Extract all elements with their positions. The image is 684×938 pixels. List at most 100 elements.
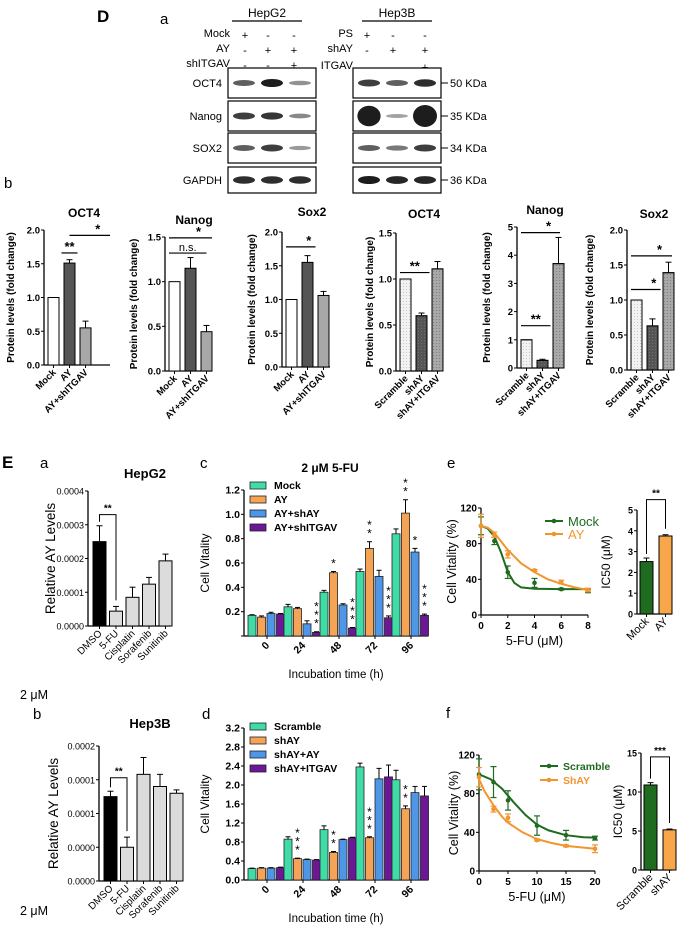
bar-ay-shitgav [79,327,92,366]
charts: OCT4 0.0 0.5 1.0 1.5 2.0 Protein levels (fold … [6,203,677,925]
y-tick-label: 1.0 [148,277,161,288]
y-tick-label: 0.0001 [56,588,84,598]
blot-protein-label: Nanog [190,111,222,123]
bar-pattern [431,268,444,372]
chart-title: Hep3B [129,716,170,731]
blot-band [233,112,255,120]
data-point [592,846,598,852]
y-axis-label: Protein levels (fold change) [365,237,376,368]
fit-curve-ay [480,524,589,591]
blot-band [289,145,311,151]
legend-swatch [249,722,267,731]
hep3b-condition-label: PS [338,28,353,40]
blot-band [414,144,436,152]
significance-star: * [367,813,372,827]
y-tick-label: 2.0 [265,228,278,239]
bar-ay-shitgav [200,331,213,372]
data-point [492,532,497,538]
hep3b-condition-sign: + [390,45,396,57]
bar-ay [401,512,410,637]
blot-band [261,112,283,120]
data-point [563,832,569,838]
data-point [505,569,511,575]
legend-swatch [249,750,267,759]
y-axis-label: Cell Vitality [198,533,212,592]
chart-E-a: HepG2 0.0000 0.0001 0.0002 0.0003 0.0004 Relat… [43,466,173,666]
significance-star: * [403,485,408,499]
fit-curve-mock [480,524,588,591]
subpanel-label-Db: b [4,175,12,192]
bar-ay-shay [410,551,420,637]
bar-scramble [643,784,658,871]
y-tick-label: 0.5 [148,322,162,333]
bar-ay-shay [374,575,384,637]
significance-star: * [295,835,300,849]
hepg2-title: HepG2 [248,6,286,20]
y-tick-label: 1.6 [225,799,240,811]
significance-star: * [331,828,336,842]
y-tick-label: 0.0 [379,367,392,378]
subpanel-label-Ed: d [202,706,210,723]
legend-marker [551,531,557,537]
significance-star: * [295,843,300,857]
y-axis-label: Protein levels (fold change) [247,234,258,365]
significance-label: *** [654,746,666,757]
y-tick-label: 1.0 [27,293,40,304]
hepg2-condition-sign: + [291,45,297,57]
hepg2-condition-sign: - [292,30,296,42]
significance-label: ** [115,767,123,778]
bar-ay [184,267,197,372]
chart-E-d: 0.0 0.4 0.8 1.2 1.6 2.0 2.4 2.8 3.2 Cell Vitality… [198,721,429,925]
y-tick-label: 15 [627,749,637,759]
bar-scramble [355,766,365,881]
bar-shay-itgav [276,867,285,881]
y-tick-label: 0.8 [225,533,240,545]
bar-shay-ay [410,792,420,881]
y-tick-label: 40 [466,575,478,586]
significance-label: * [196,224,202,239]
dose-label-b: 2 μM [20,904,48,918]
bar-shay-itgav [348,837,357,881]
y-tick-label: 0 [471,611,477,622]
data-point [478,523,484,529]
bar-mock [355,571,365,637]
size-marker-label: 50 KDa [450,78,488,90]
hep3b-condition-sign: - [365,45,369,57]
blot-band [261,79,283,87]
bar-pattern [646,325,659,371]
dose-label-a: 2 μM [20,688,48,702]
significance-label: * [306,233,312,248]
bar-shay-itgav [420,795,429,881]
significance-star: * [367,822,372,836]
y-tick-label: 2 [508,307,513,318]
chart-title: HepG2 [124,466,166,481]
bar-dmso [92,541,107,627]
y-tick-label: 2.4 [225,761,240,773]
significance-label: ** [64,239,75,254]
y-tick-label: 1.5 [265,261,279,272]
hepg2-condition-sign: + [265,45,271,57]
y-tick-label: 0 [632,866,637,876]
significance-star: * [422,582,427,596]
hepg2-condition-sign: + [291,60,297,72]
significance-star: * [403,791,408,805]
x-tick-label: 8 [585,621,591,632]
y-tick-label: 0.5 [379,321,393,332]
bar-sunitinib [169,792,184,882]
legend-label: AY [274,494,288,506]
y-tick-label: 1.0 [610,296,623,307]
y-tick-label: 0.0000 [56,622,84,632]
bar-sorafenib [153,786,167,882]
blot-band [357,105,381,127]
y-tick-label: 0.0002 [56,554,84,564]
blot-band [386,145,408,151]
blot-band [414,176,436,184]
y-tick-label: 1.0 [379,275,392,286]
significance-label: * [546,219,552,234]
bar-ay [257,616,266,637]
y-tick-label: 3 [628,547,633,557]
significance-star: * [422,599,427,613]
